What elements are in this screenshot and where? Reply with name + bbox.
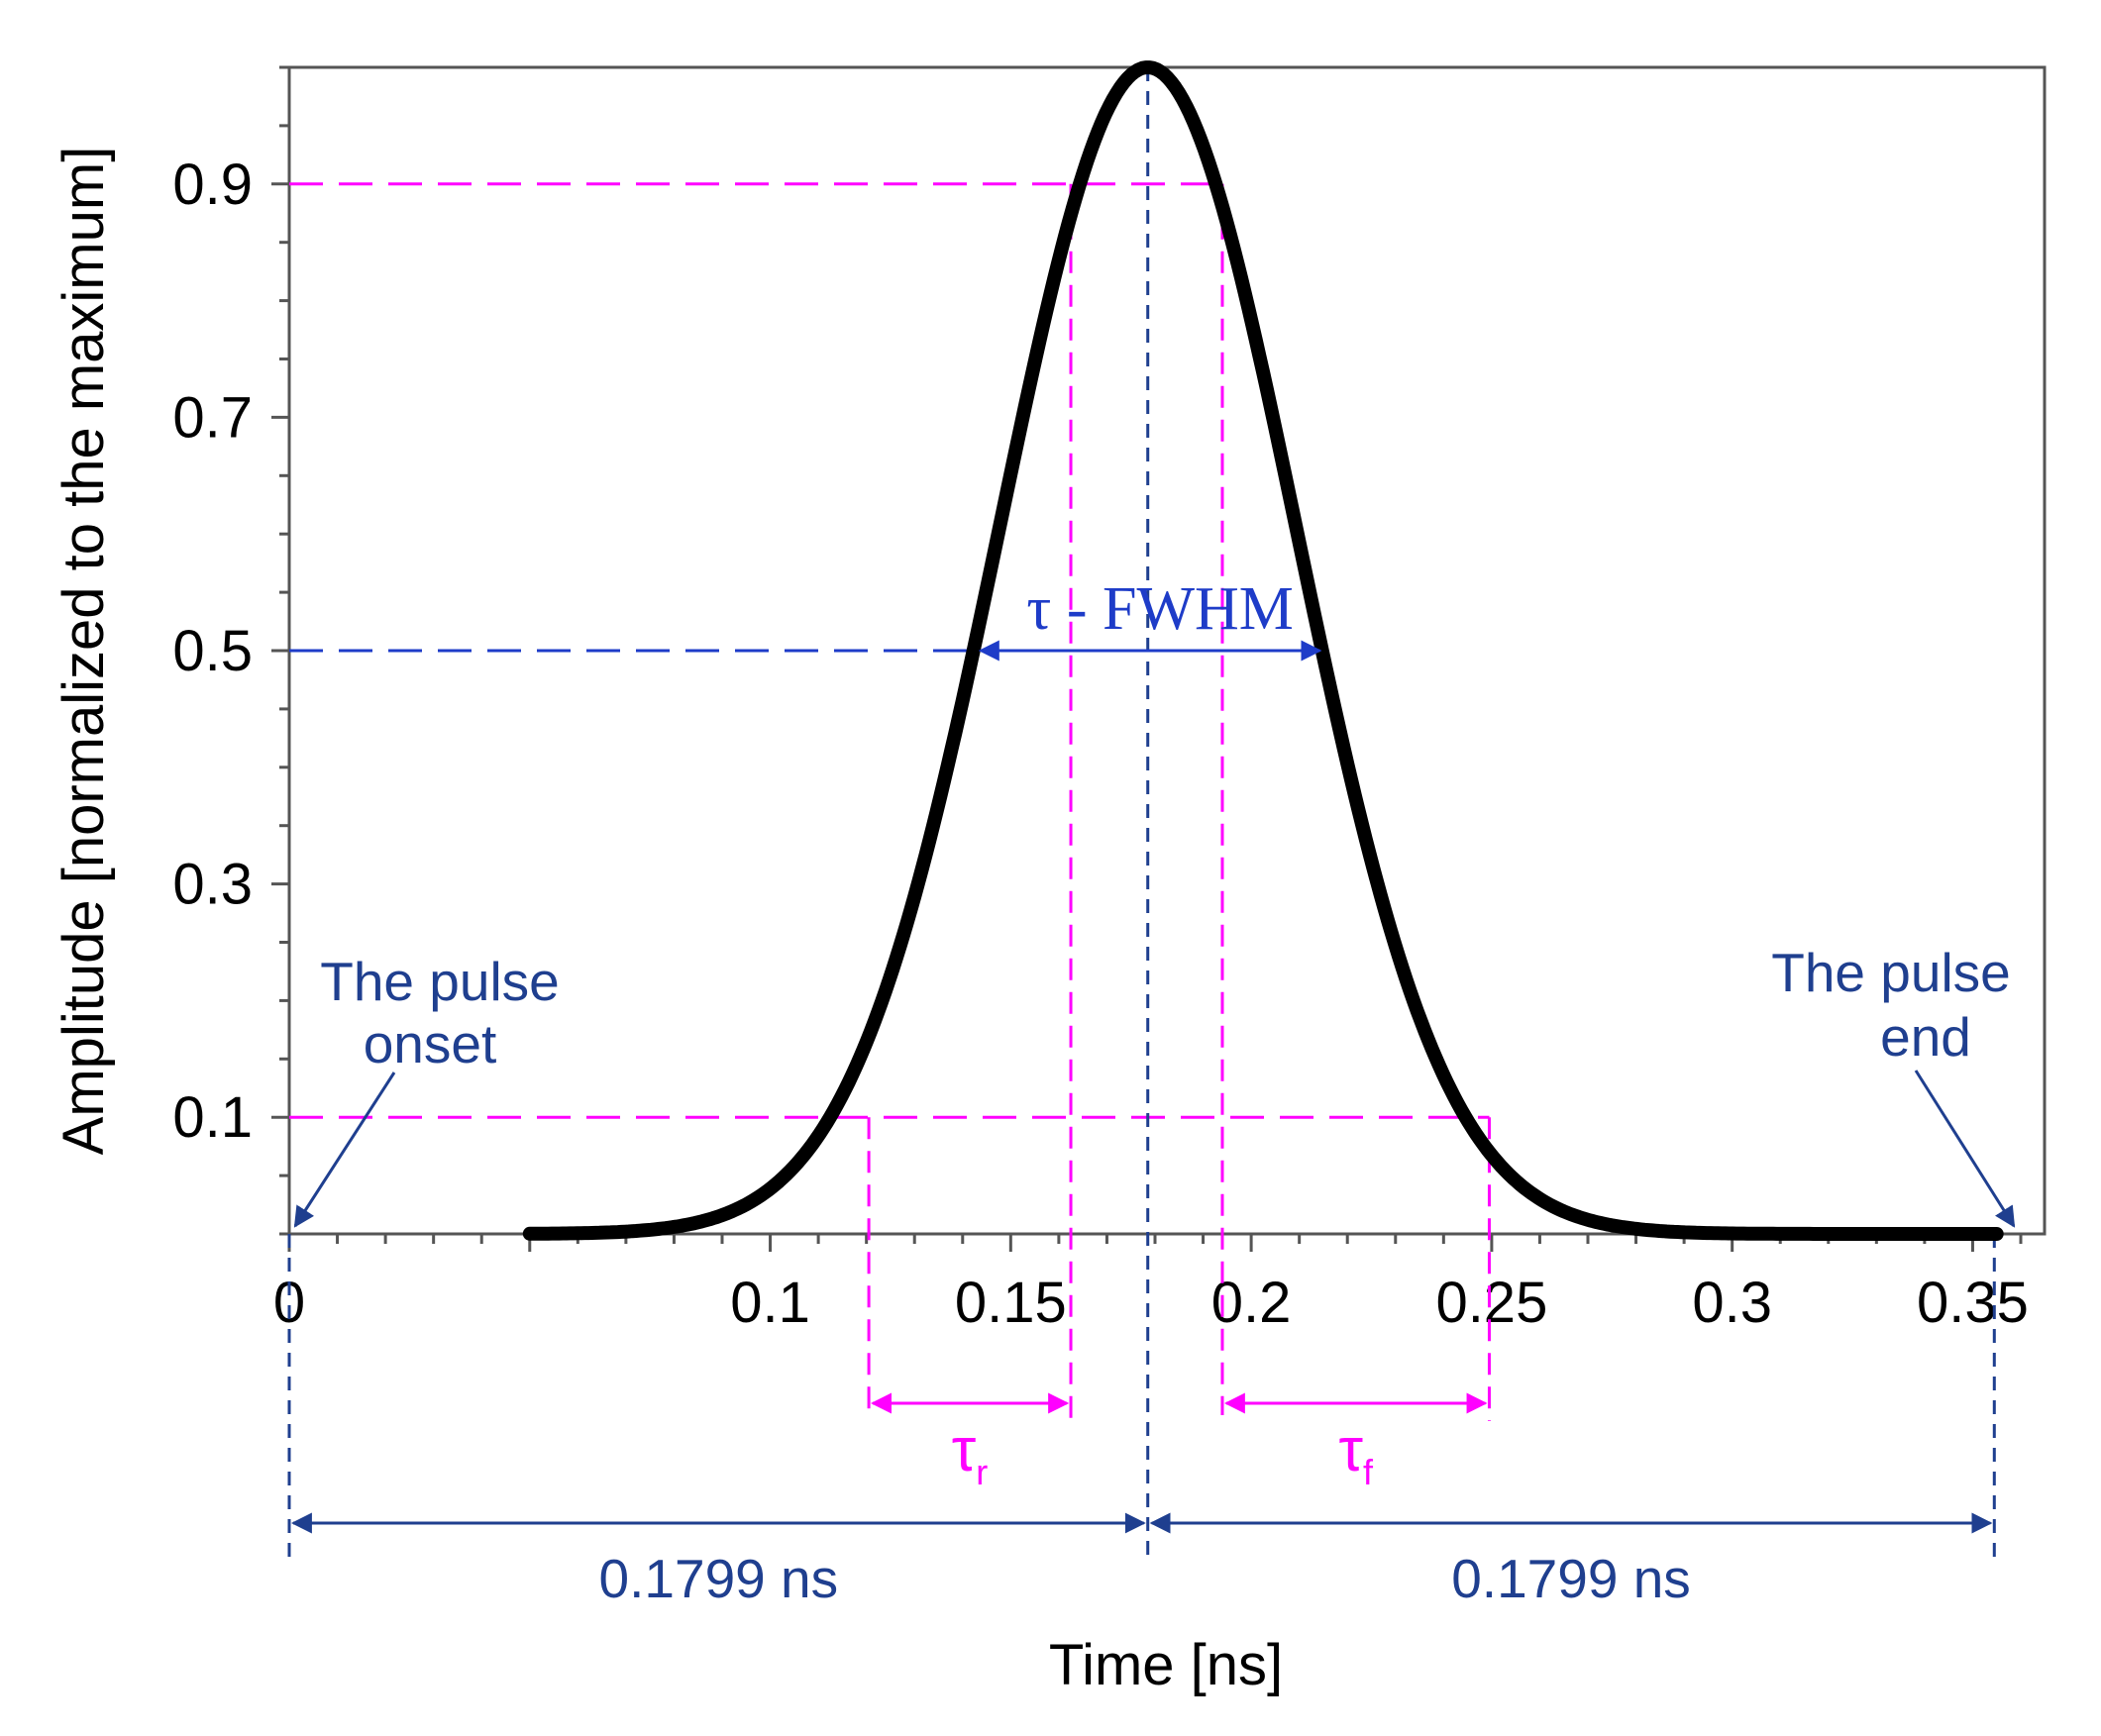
x-tick-label-0.35: 0.35 — [1917, 1271, 2029, 1335]
rise-time-subscript: r — [976, 1452, 988, 1492]
y-tick-label-0.1: 0.1 — [172, 1085, 253, 1150]
y-tick-label-0.3: 0.3 — [172, 853, 253, 917]
rise-time-symbol: τ — [952, 1416, 977, 1484]
x-axis-ticks — [287, 1234, 2023, 1252]
x-tick-label-0.25: 0.25 — [1435, 1271, 1547, 1335]
x-tick-label-0.15: 0.15 — [955, 1271, 1067, 1335]
end-label-line1: The pulse — [1771, 942, 2011, 1003]
onset-label-line1: The pulse — [320, 951, 560, 1012]
fall-time-label: τf — [1338, 1416, 1374, 1492]
x-axis-title: Time [ns] — [1049, 1633, 1283, 1697]
x-tick-label-0: 0 — [273, 1271, 305, 1335]
onset-label-line2: onset — [364, 1013, 497, 1074]
left-duration-label: 0.1799 ns — [599, 1548, 839, 1609]
y-tick-label-0.5: 0.5 — [172, 619, 253, 683]
fwhm-label: τ - FWHM — [1026, 575, 1293, 643]
x-tick-label-0.2: 0.2 — [1211, 1271, 1292, 1335]
right-duration-label: 0.1799 ns — [1451, 1548, 1691, 1609]
onset-pointer-arrow — [293, 1072, 396, 1228]
y-axis-title: Amplitude [normalized to the maximum] — [52, 147, 116, 1156]
y-tick-labels: 0.1 0.3 0.5 0.7 0.9 — [172, 153, 253, 1150]
pulse-curve — [522, 60, 2004, 1241]
x-tick-label-0.3: 0.3 — [1692, 1271, 1772, 1335]
x-tick-label-0.1: 0.1 — [730, 1271, 810, 1335]
x-tick-labels: 0 0.1 0.15 0.2 0.25 0.3 0.35 — [273, 1271, 2029, 1335]
y-tick-label-0.9: 0.9 — [172, 153, 253, 217]
end-label-line2: end — [1880, 1006, 1971, 1068]
y-axis-ticks — [271, 65, 289, 1236]
fall-time-symbol: τ — [1338, 1416, 1363, 1484]
y-tick-label-0.7: 0.7 — [172, 385, 253, 450]
fall-time-subscript: f — [1363, 1452, 1374, 1492]
rise-time-label: τr — [952, 1416, 989, 1492]
end-pointer-arrow — [1914, 1070, 2016, 1228]
